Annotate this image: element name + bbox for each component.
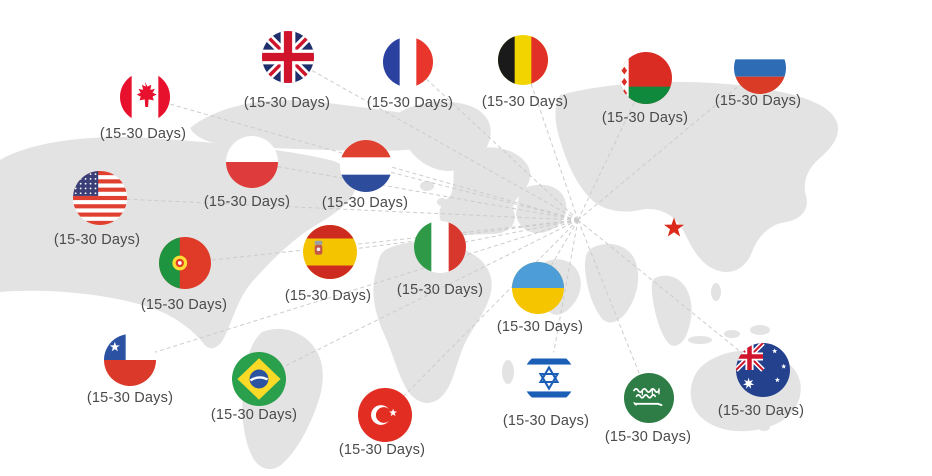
portugal-flag-icon <box>159 237 211 289</box>
route-line-russia <box>577 67 761 221</box>
route-line-portugal <box>184 219 579 264</box>
canada-shipping-time-label: (15-30 Days) <box>99 126 187 142</box>
poland-shipping-time-label: (15-30 Days) <box>203 194 291 210</box>
italy-flag-icon <box>414 221 466 273</box>
israel-shipping-time-label: (15-30 Days) <box>502 413 590 429</box>
portugal-shipping-time-label: (15-30 Days) <box>140 297 228 313</box>
netherlands-flag-icon <box>340 140 392 192</box>
ukraine-flag-icon <box>512 262 564 314</box>
israel-flag-icon <box>523 352 575 404</box>
brazil-shipping-time-label: (15-30 Days) <box>210 407 298 423</box>
russia-flag-icon <box>734 42 786 94</box>
chile-flag-icon <box>104 334 156 386</box>
canada-flag-icon <box>120 72 170 122</box>
france-shipping-time-label: (15-30 Days) <box>366 95 454 111</box>
belgium-shipping-time-label: (15-30 Days) <box>481 94 569 110</box>
australia-shipping-time-label: (15-30 Days) <box>717 403 805 419</box>
france-flag-icon <box>383 37 433 87</box>
uk-flag-icon <box>262 31 314 83</box>
route-line-france <box>407 61 579 221</box>
netherlands-shipping-time-label: (15-30 Days) <box>321 195 409 211</box>
route-line-poland <box>251 161 579 221</box>
russia-shipping-time-label: (15-30 Days) <box>714 93 802 109</box>
chile-shipping-time-label: (15-30 Days) <box>86 390 174 406</box>
route-line-brazil <box>258 219 579 380</box>
spain-flag-icon <box>303 225 357 279</box>
route-line-turkey <box>384 219 579 416</box>
route-line-belgium <box>522 59 579 221</box>
route-line-italy <box>439 219 579 248</box>
spain-shipping-time-label: (15-30 Days) <box>284 288 372 304</box>
poland-flag-icon <box>226 136 278 188</box>
italy-shipping-time-label: (15-30 Days) <box>396 282 484 298</box>
turkey-flag-icon <box>358 388 412 442</box>
route-line-israel <box>548 219 579 379</box>
belgium-flag-icon <box>498 35 548 85</box>
origin-star-shape <box>664 217 684 237</box>
route-line-netherlands <box>365 165 579 221</box>
brazil-flag-icon <box>232 352 286 406</box>
uk-shipping-time-label: (15-30 Days) <box>243 95 331 111</box>
route-line-saudi-arabia <box>577 219 650 399</box>
saudi-arabia-flag-icon <box>624 373 674 423</box>
australia-flag-icon <box>736 343 790 397</box>
route-line-chile <box>129 219 579 361</box>
ukraine-shipping-time-label: (15-30 Days) <box>496 319 584 335</box>
usa-flag-icon <box>73 171 127 225</box>
belarus-flag-icon <box>620 52 672 104</box>
route-line-usa <box>99 197 579 221</box>
route-line-belarus <box>577 77 647 221</box>
turkey-shipping-time-label: (15-30 Days) <box>338 442 426 458</box>
usa-shipping-time-label: (15-30 Days) <box>53 232 141 248</box>
belarus-shipping-time-label: (15-30 Days) <box>601 110 689 126</box>
saudi-arabia-shipping-time-label: (15-30 Days) <box>604 429 692 445</box>
route-line-australia <box>577 219 764 371</box>
